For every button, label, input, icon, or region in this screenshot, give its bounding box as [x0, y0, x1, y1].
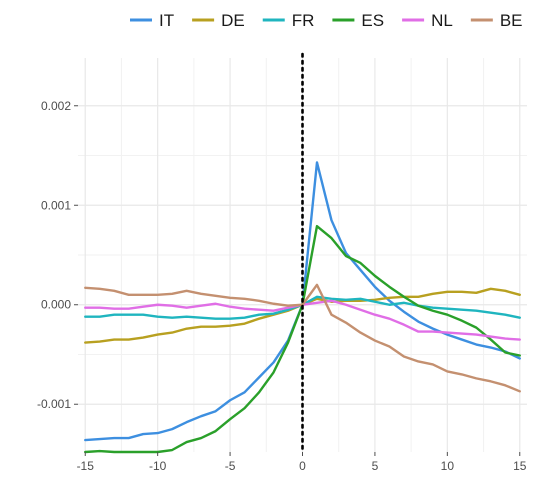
x-tick-label: 0 [299, 459, 306, 473]
x-tick-label: -15 [77, 459, 95, 473]
axes: -15 -10 -5 0 5 10 15 -0.001 0.000 0.001 0.002 [37, 99, 527, 473]
x-tick-label: 15 [513, 459, 527, 473]
legend-label-es: ES [361, 11, 384, 30]
y-tick-label: 0.001 [41, 198, 71, 212]
x-tick-label: -10 [149, 459, 167, 473]
legend-label-nl: NL [431, 11, 453, 30]
legend-label-be: BE [500, 11, 523, 30]
y-tick-label: 0.000 [41, 298, 71, 312]
legend-label-it: IT [159, 11, 174, 30]
legend: IT DE FR ES NL BE [130, 11, 523, 30]
x-tick-label: -5 [225, 459, 236, 473]
legend-label-fr: FR [292, 11, 315, 30]
y-tick-label: -0.001 [37, 397, 71, 411]
x-tick-label: 5 [372, 459, 379, 473]
y-tick-label: 0.002 [41, 99, 71, 113]
legend-label-de: DE [221, 11, 245, 30]
x-tick-label: 10 [441, 459, 455, 473]
